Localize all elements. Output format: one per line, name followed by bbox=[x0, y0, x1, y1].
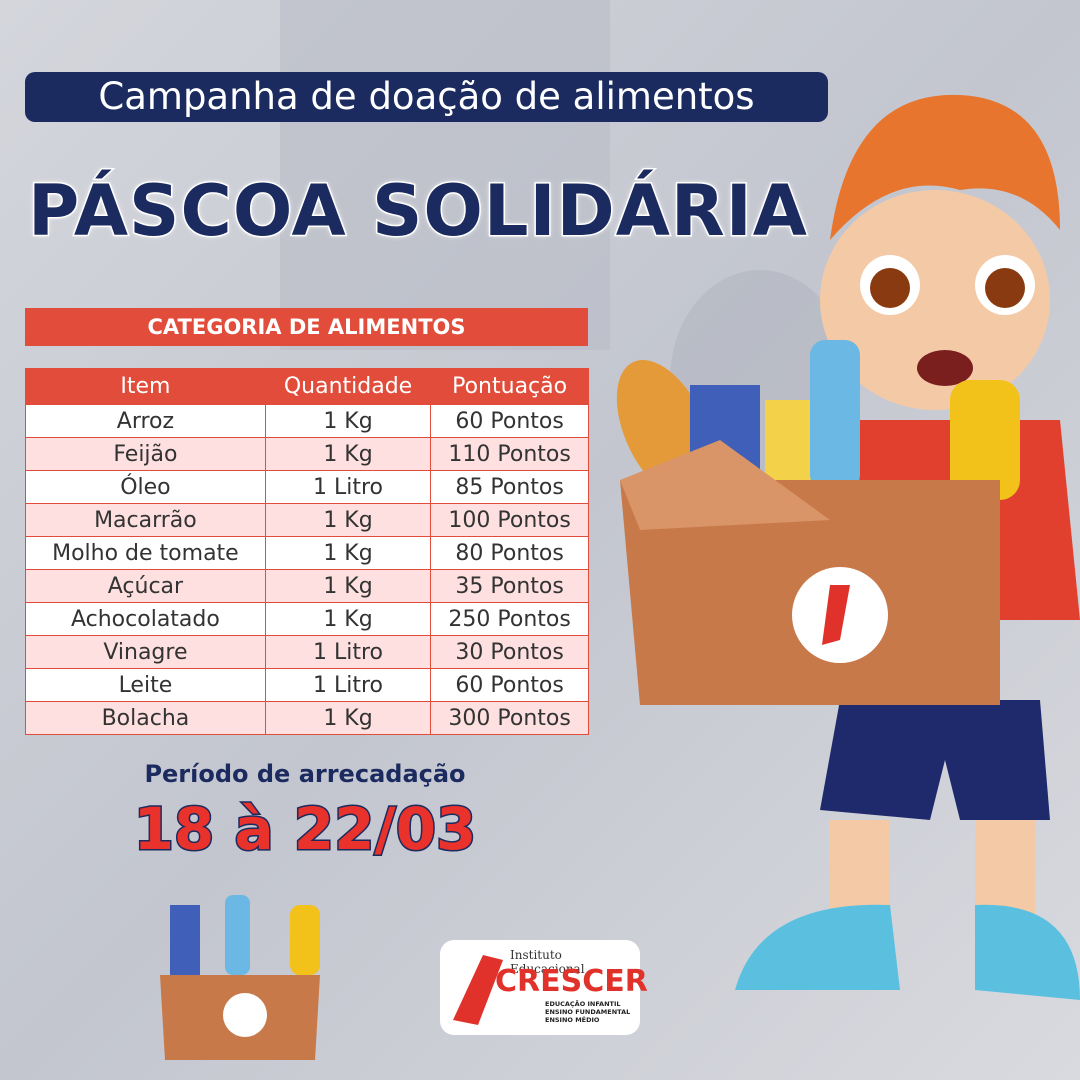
oil bbox=[950, 380, 1020, 500]
box-logo-mark bbox=[822, 585, 850, 645]
bottle bbox=[225, 895, 250, 975]
table-cell: 1 Kg bbox=[264, 503, 432, 537]
subtitle: Campanha de doação de alimentos bbox=[25, 72, 828, 122]
table-row: Molho de tomate 1 Kg 80 Pontos bbox=[25, 536, 589, 570]
table-cell: Vinagre bbox=[25, 635, 266, 669]
table-cell: Açúcar bbox=[25, 569, 266, 603]
table-cell: Óleo bbox=[25, 470, 266, 504]
table-row: Vinagre 1 Litro 30 Pontos bbox=[25, 635, 589, 669]
background-figure bbox=[280, 0, 610, 350]
table-cell: 85 Pontos bbox=[430, 470, 589, 504]
column-header: Pontuação bbox=[430, 368, 589, 405]
logo-mark bbox=[453, 955, 503, 1025]
logo-name: CRESCER bbox=[495, 964, 648, 999]
table-cell: 1 Litro bbox=[264, 668, 432, 702]
leg bbox=[975, 820, 1035, 920]
table-cell: 1 Kg bbox=[264, 536, 432, 570]
table-cell: 1 Kg bbox=[264, 437, 432, 471]
boy-head bbox=[820, 190, 1050, 410]
logo-top: Instituto Educacional bbox=[510, 948, 585, 976]
logo: Instituto Educacional CRESCER EDUCAÇÃO I… bbox=[440, 940, 648, 1035]
table-cell: 1 Kg bbox=[264, 701, 432, 735]
oil bbox=[290, 905, 320, 975]
table-title: CATEGORIA DE ALIMENTOS bbox=[25, 308, 588, 346]
table-row: Feijão 1 Kg 110 Pontos bbox=[25, 437, 589, 471]
logo-lines: EDUCAÇÃO INFANTIL ENSINO FUNDAMENTAL ENSIN… bbox=[545, 1000, 630, 1024]
table-cell: 1 Kg bbox=[264, 569, 432, 603]
table-cell: Achocolatado bbox=[25, 602, 266, 636]
table-row: Macarrão 1 Kg 100 Pontos bbox=[25, 503, 589, 537]
table-cell: 60 Pontos bbox=[430, 668, 589, 702]
shorts bbox=[820, 700, 1050, 820]
table-row: Achocolatado 1 Kg 250 Pontos bbox=[25, 602, 589, 636]
food-table: Item Quantidade Pontuação Arroz 1 Kg 60 Ponto… bbox=[25, 368, 589, 735]
table-cell: Macarrão bbox=[25, 503, 266, 537]
table-cell: 1 Litro bbox=[264, 635, 432, 669]
table-cell: 250 Pontos bbox=[430, 602, 589, 636]
table-cell: 30 Pontos bbox=[430, 635, 589, 669]
column-header: Item bbox=[25, 368, 266, 405]
logo-line: EDUCAÇÃO INFANTIL bbox=[545, 1000, 621, 1008]
eye bbox=[985, 268, 1025, 308]
table-cell: 110 Pontos bbox=[430, 437, 589, 471]
food-box bbox=[170, 905, 200, 975]
table-cell: Bolacha bbox=[25, 701, 266, 735]
table-row: Leite 1 Litro 60 Pontos bbox=[25, 668, 589, 702]
column-header: Quantidade bbox=[264, 368, 432, 405]
leg bbox=[830, 820, 890, 920]
title: PÁSCOA SOLIDÁRIA bbox=[27, 169, 809, 254]
logo-line: ENSINO FUNDAMENTAL bbox=[545, 1008, 631, 1016]
table-cell: Leite bbox=[25, 668, 266, 702]
table-cell: 60 Pontos bbox=[430, 404, 589, 438]
shoe bbox=[975, 904, 1080, 1000]
header-row: Item Quantidade Pontuação bbox=[25, 368, 589, 405]
box-flap bbox=[620, 440, 830, 530]
table-row: Bolacha 1 Kg 300 Pontos bbox=[25, 701, 589, 735]
table-cell: 80 Pontos bbox=[430, 536, 589, 570]
table-cell: 100 Pontos bbox=[430, 503, 589, 537]
period-dates: 18 à 22/03 bbox=[132, 794, 478, 865]
table-row: Óleo 1 Litro 85 Pontos bbox=[25, 470, 589, 504]
table-cell: 1 Kg bbox=[264, 602, 432, 636]
logo-line: ENSINO MÉDIO bbox=[545, 1016, 600, 1024]
eye bbox=[870, 268, 910, 308]
boy-hair bbox=[830, 94, 1060, 240]
table-cell: 300 Pontos bbox=[430, 701, 589, 735]
table-cell: Feijão bbox=[25, 437, 266, 471]
table-cell: Molho de tomate bbox=[25, 536, 266, 570]
period-label: Período de arrecadação bbox=[144, 760, 466, 788]
mouth bbox=[917, 350, 973, 386]
box-logo bbox=[223, 993, 267, 1037]
table-cell: 35 Pontos bbox=[430, 569, 589, 603]
table-cell: 1 Kg bbox=[264, 404, 432, 438]
bottle bbox=[810, 340, 860, 490]
table-cell: 1 Litro bbox=[264, 470, 432, 504]
shoe bbox=[735, 904, 900, 990]
table-body: Arroz 1 Kg 60 Pontos Feijão 1 Kg 110 Pontos Ól… bbox=[25, 404, 589, 735]
table-row: Arroz 1 Kg 60 Pontos bbox=[25, 404, 589, 438]
table-cell: Arroz bbox=[25, 404, 266, 438]
table-row: Açúcar 1 Kg 35 Pontos bbox=[25, 569, 589, 603]
